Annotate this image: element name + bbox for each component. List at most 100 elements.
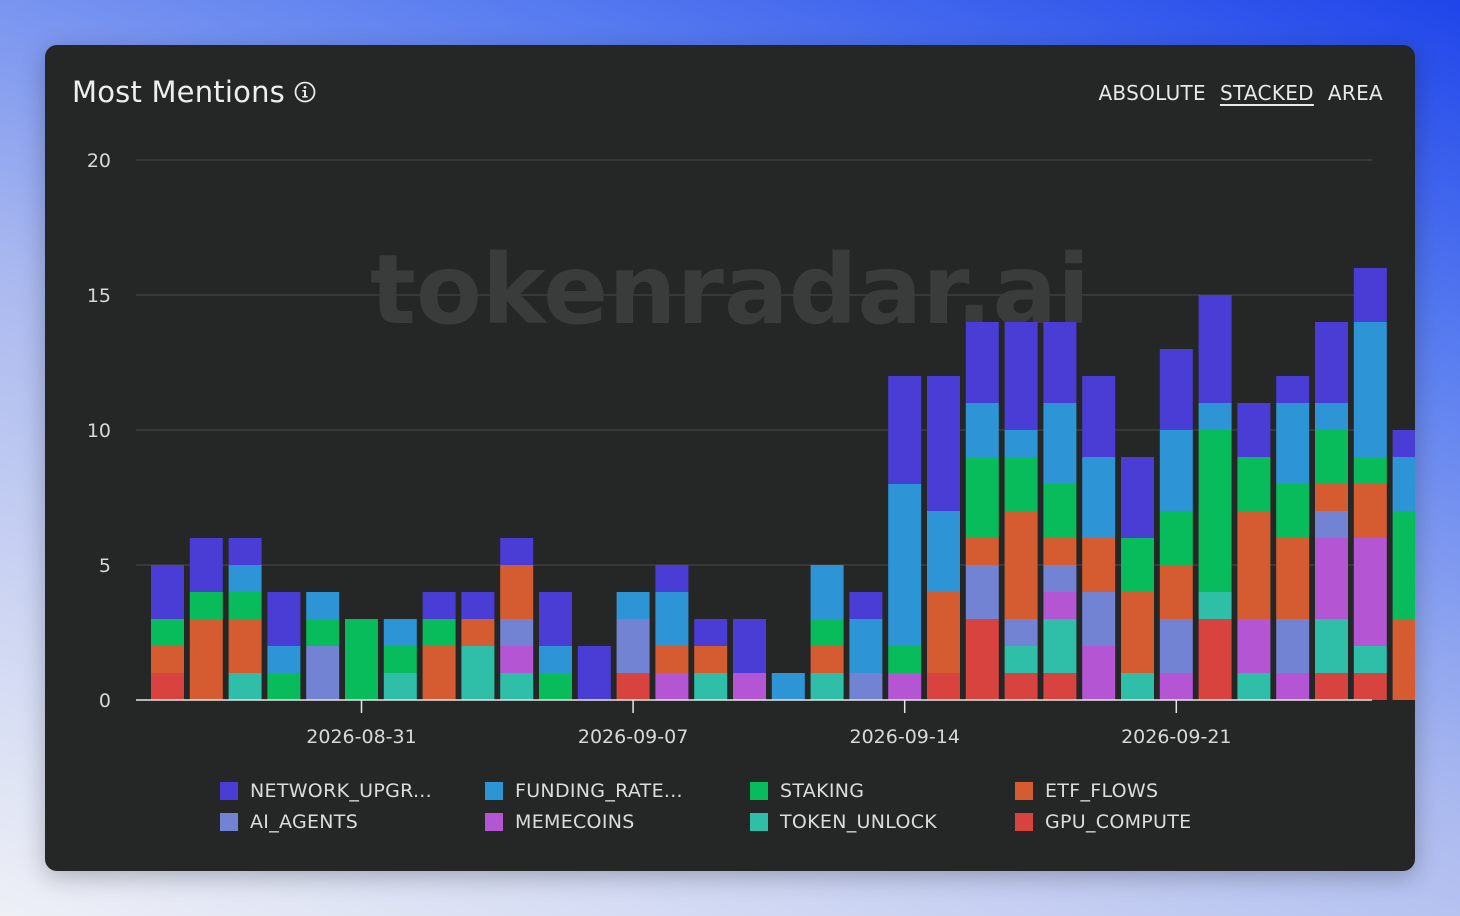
bar-segment-etf-flows[interactable]: [694, 646, 728, 673]
bar-segment-network-upgrade[interactable]: [1082, 376, 1116, 457]
legend-item-token-unlock[interactable]: TOKEN_UNLOCK: [750, 810, 1015, 833]
bar-segment-token-unlock[interactable]: [810, 673, 844, 700]
bar-segment-network-upgrade[interactable]: [151, 565, 184, 619]
bar-segment-etf-flows[interactable]: [655, 646, 689, 673]
bar-segment-ai-agents[interactable]: [1315, 511, 1348, 538]
bar-segment-etf-flows[interactable]: [1392, 619, 1415, 700]
bar-segment-ai-agents[interactable]: [965, 565, 999, 619]
bar-segment-network-upgrade[interactable]: [927, 376, 960, 511]
bar-segment-staking[interactable]: [1315, 430, 1348, 484]
bar-segment-staking[interactable]: [228, 592, 262, 619]
bar-segment-funding-rate[interactable]: [655, 592, 689, 646]
legend-item-gpu-compute[interactable]: GPU_COMPUTE: [1015, 810, 1280, 833]
bar-segment-memecoins[interactable]: [1159, 673, 1193, 700]
bar-segment-staking[interactable]: [1121, 538, 1154, 592]
bar-segment-token-unlock[interactable]: [500, 673, 534, 700]
bar-segment-funding-rate[interactable]: [1392, 457, 1415, 511]
bar-segment-network-upgrade[interactable]: [577, 646, 611, 700]
bar-segment-staking[interactable]: [267, 673, 301, 700]
bar-segment-staking[interactable]: [151, 619, 184, 646]
bar-segment-staking[interactable]: [422, 619, 456, 646]
bar-segment-network-upgrade[interactable]: [1159, 349, 1193, 430]
bar-segment-ai-agents[interactable]: [849, 673, 883, 700]
bar-segment-memecoins[interactable]: [888, 673, 922, 700]
bar-segment-token-unlock[interactable]: [1315, 619, 1348, 673]
bar-segment-funding-rate[interactable]: [1353, 322, 1387, 457]
bar-segment-ai-agents[interactable]: [1082, 592, 1116, 646]
bar-segment-gpu-compute[interactable]: [927, 673, 960, 700]
bar-segment-network-upgrade[interactable]: [655, 565, 689, 592]
bar-segment-memecoins[interactable]: [1315, 538, 1348, 619]
bar-segment-network-upgrade[interactable]: [228, 538, 262, 565]
bar-segment-funding-rate[interactable]: [927, 511, 960, 592]
bar-segment-memecoins[interactable]: [1353, 538, 1387, 646]
bar-segment-gpu-compute[interactable]: [1198, 619, 1232, 700]
bar-segment-token-unlock[interactable]: [383, 673, 417, 700]
bar-segment-etf-flows[interactable]: [500, 565, 534, 619]
info-icon[interactable]: [294, 81, 316, 103]
bar-segment-network-upgrade[interactable]: [539, 592, 572, 646]
bar-segment-token-unlock[interactable]: [1043, 619, 1077, 673]
bar-segment-staking[interactable]: [1237, 457, 1271, 511]
bar-segment-staking[interactable]: [383, 646, 417, 673]
bar-segment-memecoins[interactable]: [500, 646, 534, 673]
bar-segment-funding-rate[interactable]: [616, 592, 650, 619]
bar-segment-staking[interactable]: [1159, 511, 1193, 565]
bar-segment-memecoins[interactable]: [733, 673, 766, 700]
bar-segment-gpu-compute[interactable]: [151, 673, 184, 700]
mode-stacked[interactable]: STACKED: [1219, 81, 1314, 105]
bar-segment-network-upgrade[interactable]: [694, 619, 728, 646]
bar-segment-network-upgrade[interactable]: [849, 592, 883, 619]
bar-segment-funding-rate[interactable]: [888, 484, 922, 646]
bar-segment-memecoins[interactable]: [1043, 592, 1077, 619]
bar-segment-staking[interactable]: [189, 592, 223, 619]
bar-segment-network-upgrade[interactable]: [1237, 403, 1271, 457]
bar-segment-funding-rate[interactable]: [1004, 430, 1038, 457]
bar-segment-funding-rate[interactable]: [267, 646, 301, 673]
bar-segment-token-unlock[interactable]: [1004, 646, 1038, 673]
bar-segment-network-upgrade[interactable]: [1004, 322, 1038, 430]
legend-item-ai-agents[interactable]: AI_AGENTS: [220, 810, 485, 833]
bar-segment-network-upgrade[interactable]: [733, 619, 766, 673]
bar-segment-token-unlock[interactable]: [1198, 592, 1232, 619]
bar-segment-staking[interactable]: [1004, 457, 1038, 511]
bar-segment-network-upgrade[interactable]: [1198, 295, 1232, 403]
bar-segment-token-unlock[interactable]: [228, 673, 262, 700]
bar-segment-network-upgrade[interactable]: [1276, 376, 1310, 403]
bar-segment-staking[interactable]: [810, 619, 844, 646]
bar-segment-etf-flows[interactable]: [461, 619, 495, 646]
bar-segment-etf-flows[interactable]: [1315, 484, 1348, 511]
bar-segment-memecoins[interactable]: [1237, 619, 1271, 673]
bar-segment-gpu-compute[interactable]: [1004, 673, 1038, 700]
bar-segment-etf-flows[interactable]: [965, 538, 999, 565]
bar-segment-etf-flows[interactable]: [1276, 538, 1310, 619]
bar-segment-etf-flows[interactable]: [1004, 511, 1038, 619]
legend-item-memecoins[interactable]: MEMECOINS: [485, 810, 750, 833]
bar-segment-network-upgrade[interactable]: [1043, 322, 1077, 403]
bar-segment-network-upgrade[interactable]: [1315, 322, 1348, 403]
bar-segment-ai-agents[interactable]: [306, 646, 340, 700]
bar-segment-etf-flows[interactable]: [810, 646, 844, 673]
bar-segment-ai-agents[interactable]: [500, 619, 534, 646]
bar-segment-network-upgrade[interactable]: [189, 538, 223, 592]
bar-segment-funding-rate[interactable]: [1198, 403, 1232, 430]
bar-segment-staking[interactable]: [1043, 484, 1077, 538]
bar-segment-ai-agents[interactable]: [1276, 619, 1310, 673]
bar-segment-staking[interactable]: [345, 619, 378, 700]
bar-segment-network-upgrade[interactable]: [500, 538, 534, 565]
bar-segment-gpu-compute[interactable]: [616, 673, 650, 700]
bar-segment-etf-flows[interactable]: [1353, 484, 1387, 538]
bar-segment-network-upgrade[interactable]: [1353, 268, 1387, 322]
bar-segment-etf-flows[interactable]: [1043, 538, 1077, 565]
bar-segment-staking[interactable]: [1276, 484, 1310, 538]
bar-segment-funding-rate[interactable]: [539, 646, 572, 673]
bar-segment-funding-rate[interactable]: [1082, 457, 1116, 538]
bar-segment-etf-flows[interactable]: [1237, 511, 1271, 619]
bar-segment-network-upgrade[interactable]: [1392, 430, 1415, 457]
mode-absolute[interactable]: ABSOLUTE: [1098, 81, 1206, 105]
bar-segment-network-upgrade[interactable]: [888, 376, 922, 484]
bar-segment-ai-agents[interactable]: [616, 619, 650, 673]
bar-segment-funding-rate[interactable]: [771, 673, 805, 700]
bar-segment-staking[interactable]: [539, 673, 572, 700]
bar-segment-etf-flows[interactable]: [151, 646, 184, 673]
